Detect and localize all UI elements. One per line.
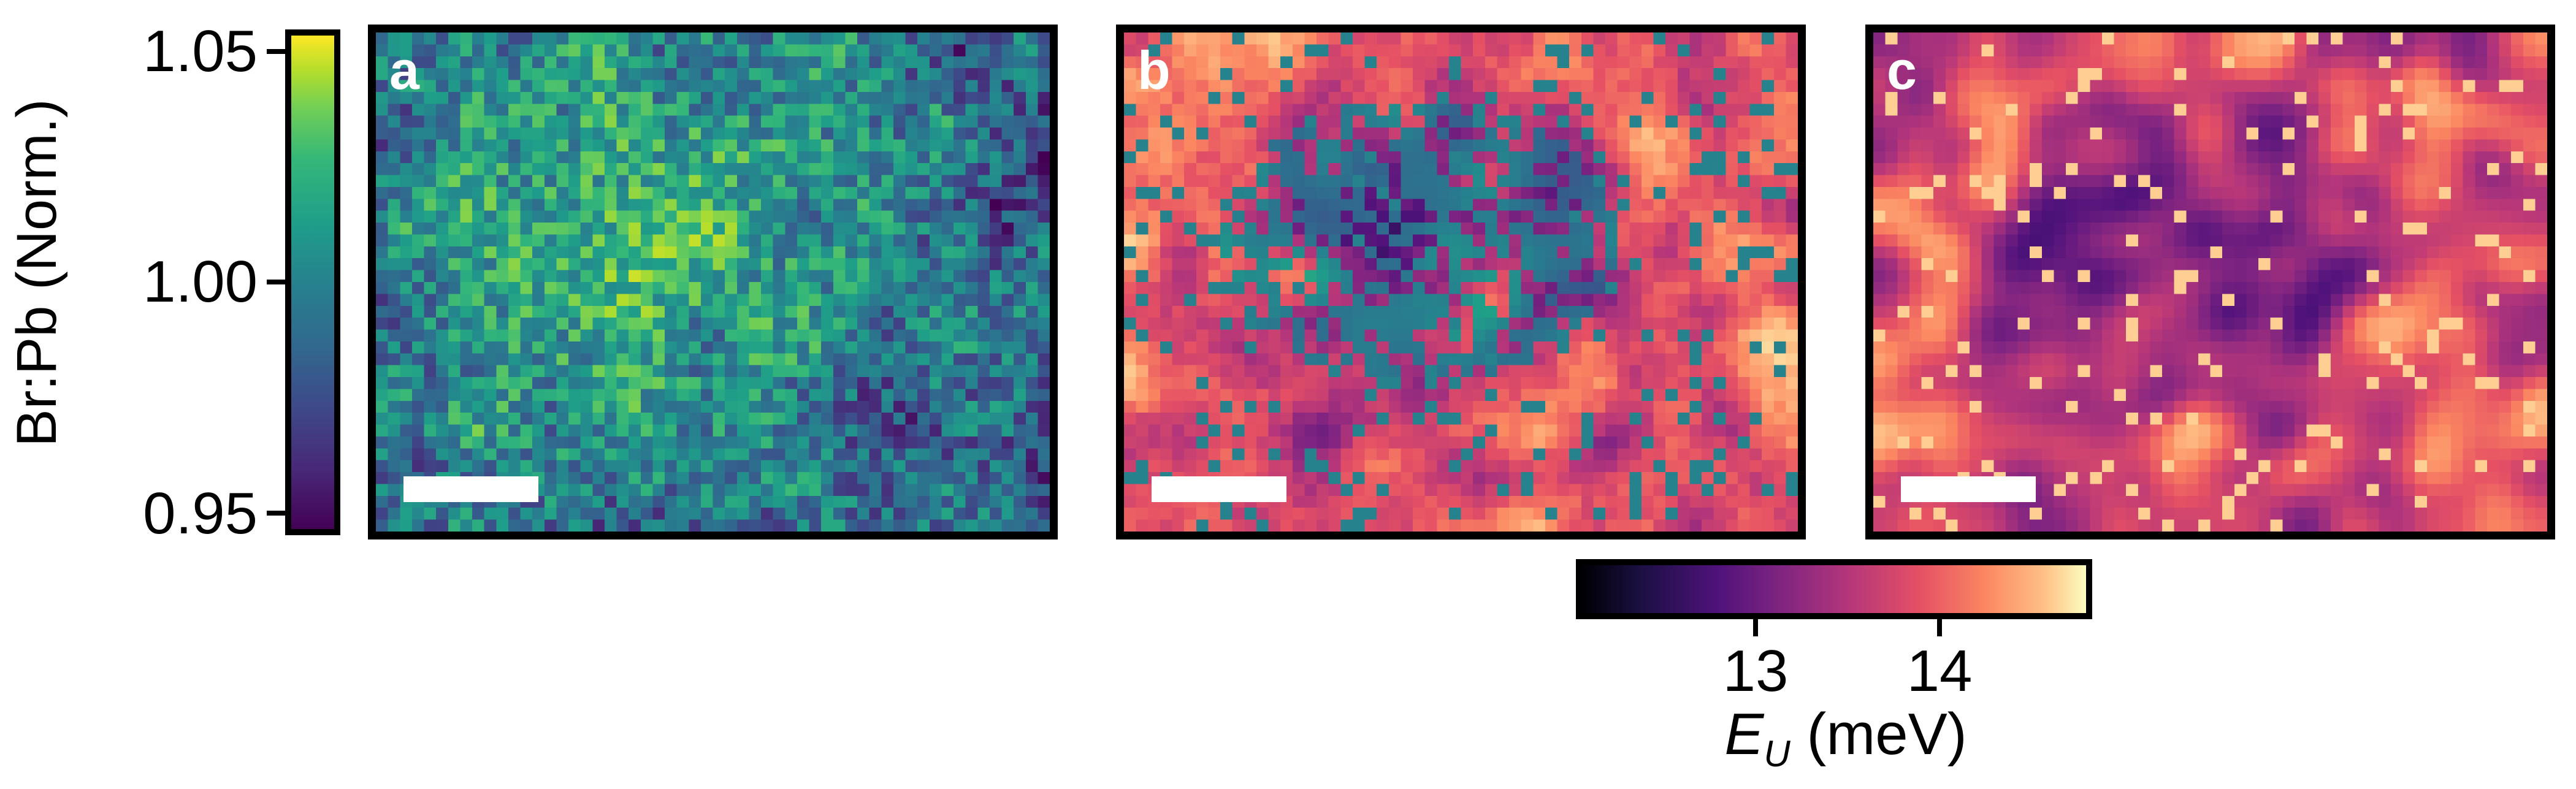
colorbar-axis-label: Br:Pb (Norm.)	[6, 99, 68, 447]
brpb-colorbar	[285, 29, 340, 535]
panel-label: a	[389, 40, 419, 101]
colorbar-axis-label: EU (meV)	[1724, 701, 1967, 775]
colorbar-tick	[267, 511, 286, 516]
eu-colorbar	[1576, 559, 2092, 619]
scale-bar	[403, 476, 538, 502]
colorbar-tick	[1753, 618, 1758, 636]
panel-label: c	[1887, 40, 1917, 101]
scale-bar	[1152, 476, 1286, 502]
colorbar-tick-label: 0.95	[143, 481, 258, 546]
colorbar-tick-label: 14	[1906, 638, 1973, 704]
heatmap-canvas-c	[1873, 32, 2547, 532]
colorbar-tick-label: 1.00	[143, 249, 258, 314]
heatmap-canvas-a	[376, 32, 1050, 532]
colorbar-tick-label: 13	[1722, 638, 1789, 704]
panel-a-map: a	[368, 25, 1058, 539]
panel-b-map: b	[1116, 25, 1806, 539]
colorbar-tick	[1937, 618, 1942, 636]
colorbar-tick	[267, 49, 286, 54]
colorbar-tick	[267, 280, 286, 284]
colorbar-tick-label: 1.05	[143, 18, 258, 84]
scale-bar	[1901, 476, 2036, 502]
panel-label: b	[1137, 40, 1171, 101]
panel-c-map: c	[1865, 25, 2555, 539]
heatmap-canvas-b	[1124, 32, 1798, 532]
